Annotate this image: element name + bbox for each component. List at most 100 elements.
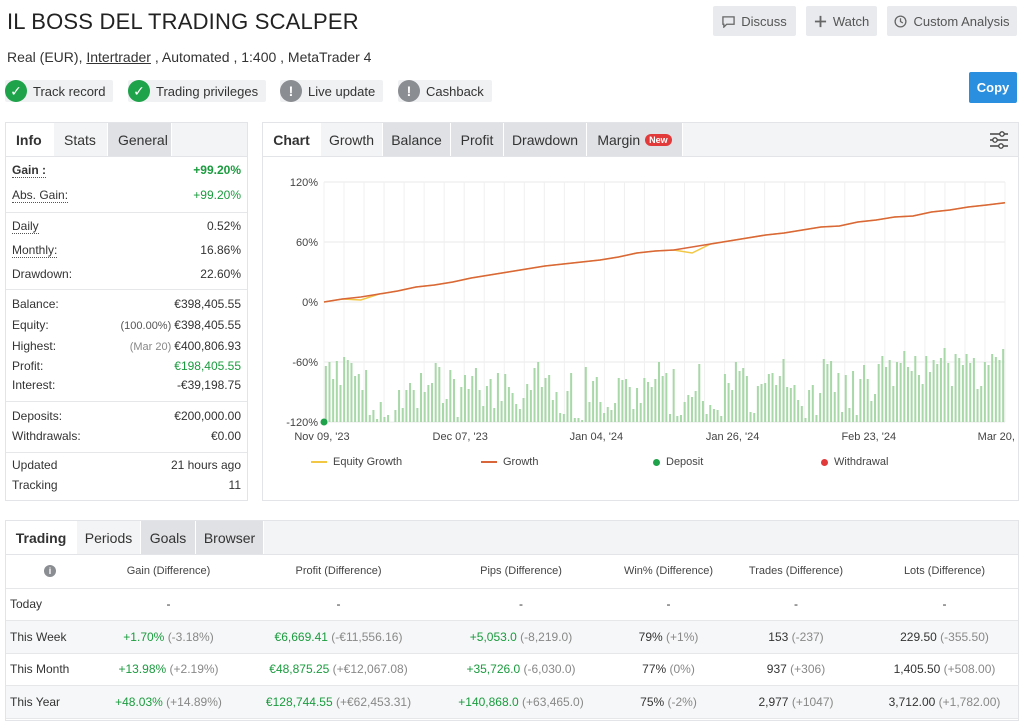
tab-growth[interactable]: Growth <box>321 123 383 156</box>
broker-link[interactable]: Intertrader <box>86 49 151 65</box>
cell-value: 3,712.00 <box>888 694 936 709</box>
bar <box>328 362 331 422</box>
bar <box>383 417 386 422</box>
tab-trading[interactable]: Trading <box>6 521 77 554</box>
custom-analysis-button[interactable]: Custom Analysis <box>887 6 1017 36</box>
bar <box>679 415 682 422</box>
bar <box>409 383 412 422</box>
abs-gain-label: Abs. Gain: <box>12 187 69 203</box>
cell-difference: (+306) <box>790 662 826 677</box>
bar <box>420 373 423 422</box>
tab-periods[interactable]: Periods <box>77 521 141 554</box>
bar <box>720 416 723 422</box>
cell-value: - <box>336 597 341 612</box>
bar <box>947 363 950 422</box>
new-badge: New <box>645 133 672 146</box>
period-cell: 2,977 (+1047) <box>721 685 871 719</box>
tab-stats[interactable]: Stats <box>54 123 108 156</box>
tab-general[interactable]: General <box>108 123 172 156</box>
badge-trading-privileges[interactable]: ✓ Trading privileges <box>128 80 267 102</box>
bar <box>694 391 697 422</box>
tab-info[interactable]: Info <box>6 123 54 156</box>
periods-tabs: Trading Periods Goals Browser <box>6 521 1018 555</box>
watch-button[interactable]: Watch <box>806 6 877 36</box>
info-panel: Info Stats General Gain : +99.20% Abs. Ga… <box>5 122 248 501</box>
period-cell: +13.98% (+2.19%) <box>86 653 251 686</box>
tab-balance[interactable]: Balance <box>383 123 451 156</box>
bar <box>668 414 671 422</box>
tab-chart[interactable]: Chart <box>263 123 321 156</box>
tab-margin[interactable]: Margin New <box>587 123 683 156</box>
cell-value: +13.98% <box>118 662 167 677</box>
bar <box>906 367 909 422</box>
exclamation-icon: ! <box>398 80 420 102</box>
bar <box>775 385 778 422</box>
plus-icon <box>814 15 826 27</box>
cell-difference: (-3.18%) <box>167 629 214 644</box>
bar <box>500 401 503 422</box>
y-tick-label: 0% <box>302 297 318 309</box>
copy-button[interactable]: Copy <box>969 72 1017 103</box>
account-type: Real (EUR), <box>7 49 87 65</box>
period-cell: - <box>721 588 871 621</box>
cell-difference: (-237) <box>791 629 824 644</box>
bar <box>833 392 836 422</box>
bar <box>819 393 822 422</box>
bar <box>324 366 327 422</box>
bar <box>914 356 917 422</box>
tab-drawdown[interactable]: Drawdown <box>504 123 587 156</box>
bar <box>760 384 763 422</box>
cell-value: - <box>666 597 671 612</box>
bar <box>401 408 404 422</box>
gain-label: Gain : <box>12 162 47 178</box>
period-cell: 229.50 (-355.50) <box>871 620 1018 654</box>
badge-live-update[interactable]: ! Live update <box>280 80 384 102</box>
equity-percent: (100.00%) <box>120 320 172 332</box>
bar <box>518 409 521 422</box>
cell-difference: (-€11,556.16) <box>331 629 403 644</box>
tab-browser[interactable]: Browser <box>196 521 264 554</box>
tab-profit[interactable]: Profit <box>451 123 504 156</box>
daily-label: Daily <box>12 218 39 234</box>
period-cell: 75% (-2%) <box>616 685 721 719</box>
period-cell: - <box>251 588 426 621</box>
cell-difference: (0%) <box>669 662 695 677</box>
chart-settings-button[interactable] <box>980 123 1018 156</box>
withdrawals-value: €0.00 <box>210 428 241 443</box>
periods-table: i Gain (Difference) Profit (Difference) … <box>6 555 1018 719</box>
daily-value: 0.52% <box>206 219 241 233</box>
bar <box>551 400 554 422</box>
bar <box>764 383 767 422</box>
legend-equity-growth[interactable]: Equity Growth <box>311 456 402 468</box>
bar <box>892 386 895 422</box>
info-icon[interactable]: i <box>6 555 86 589</box>
bar <box>463 375 466 422</box>
bar <box>504 374 507 422</box>
chat-icon <box>722 15 735 28</box>
bar <box>456 417 459 422</box>
badge-track-record[interactable]: ✓ Track record <box>5 80 114 102</box>
cell-value: +140,868.0 <box>458 694 519 709</box>
cell-difference: (+14.89%) <box>166 694 222 709</box>
bar <box>379 402 382 422</box>
bar <box>870 401 873 422</box>
bar <box>346 360 349 422</box>
bar <box>559 413 562 422</box>
tab-goals[interactable]: Goals <box>141 521 196 554</box>
cell-difference: (-8,219.0) <box>520 629 573 644</box>
legend-deposit[interactable]: Deposit <box>653 456 703 468</box>
legend-withdrawal[interactable]: Withdrawal <box>821 456 888 468</box>
cell-value: 1,405.50 <box>893 662 941 677</box>
badge-cashback[interactable]: ! Cashback <box>398 80 492 102</box>
bar <box>460 387 463 422</box>
legend-growth[interactable]: Growth <box>481 456 538 468</box>
bar <box>658 362 661 422</box>
bar <box>471 376 474 422</box>
legend-label: Deposit <box>666 456 704 468</box>
discuss-button[interactable]: Discuss <box>713 6 796 36</box>
bar <box>672 369 675 422</box>
bar <box>954 354 957 422</box>
deposits-label: Deposits: <box>12 408 63 423</box>
col-pips: Pips (Difference) <box>426 555 616 589</box>
bar <box>438 367 441 422</box>
